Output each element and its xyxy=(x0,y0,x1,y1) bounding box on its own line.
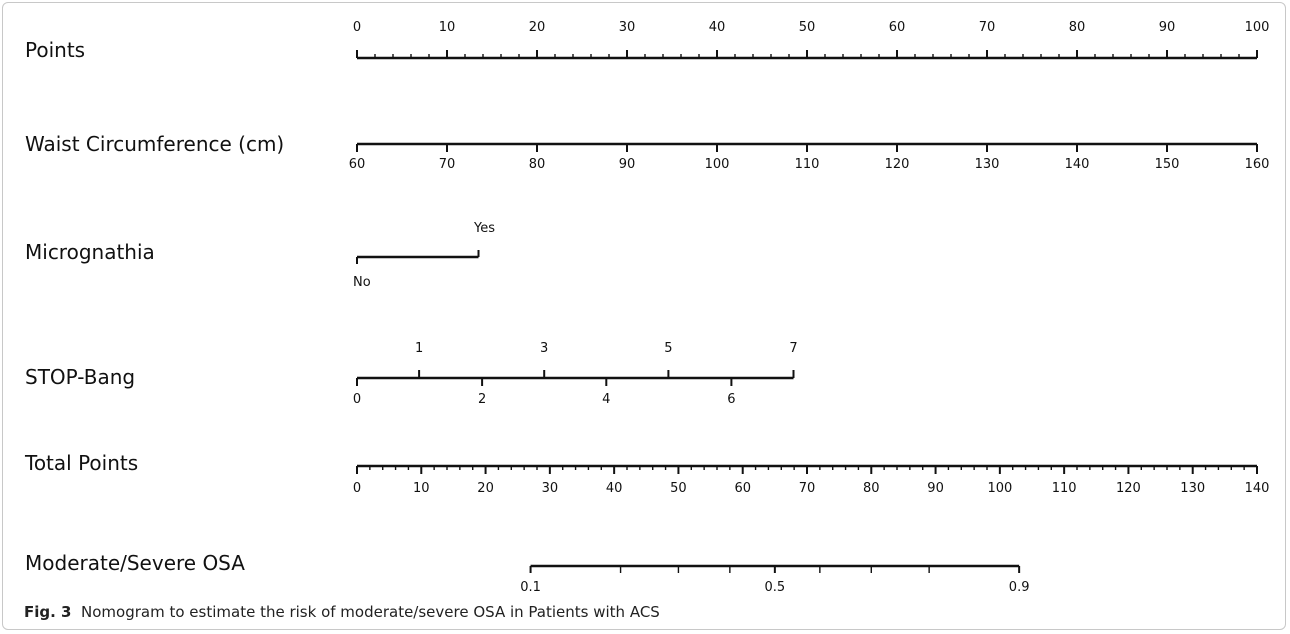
points-tick-label-40: 40 xyxy=(709,20,726,35)
points-tick-label-50: 50 xyxy=(799,20,816,35)
waist-tick-label-160: 160 xyxy=(1245,157,1270,172)
total-tick-label-30: 30 xyxy=(542,481,559,496)
points-tick-label-0: 0 xyxy=(353,20,361,35)
stopbang-tick-label-2: 2 xyxy=(478,392,486,407)
total-tick-label-110: 110 xyxy=(1052,481,1077,496)
points-tick-label-80: 80 xyxy=(1069,20,1086,35)
stopbang-row-label: STOP-Bang xyxy=(25,365,135,389)
waist-tick-label-100: 100 xyxy=(705,157,730,172)
points-tick-label-30: 30 xyxy=(619,20,636,35)
waist-tick-label-150: 150 xyxy=(1155,157,1180,172)
waist-tick-label-130: 130 xyxy=(975,157,1000,172)
total-tick-label-0: 0 xyxy=(353,481,361,496)
total-tick-label-100: 100 xyxy=(987,481,1012,496)
caption-text: Nomogram to estimate the risk of moderat… xyxy=(81,603,660,621)
total-tick-label-130: 130 xyxy=(1180,481,1205,496)
total-tick-label-10: 10 xyxy=(413,481,430,496)
figure-caption: Fig. 3 Nomogram to estimate the risk of … xyxy=(24,603,660,621)
micrognathia-row-label: Micrognathia xyxy=(25,240,155,264)
waist-tick-label-140: 140 xyxy=(1065,157,1090,172)
risk-row-label: Moderate/Severe OSA xyxy=(25,551,245,575)
waist-tick-label-120: 120 xyxy=(885,157,910,172)
waist-tick-label-80: 80 xyxy=(529,157,546,172)
points-tick-label-90: 90 xyxy=(1159,20,1176,35)
stopbang-tick-label-0: 0 xyxy=(353,392,361,407)
total-row-label: Total Points xyxy=(24,451,138,475)
micrognathia-label-no: No xyxy=(353,275,371,290)
caption-label: Fig. 3 xyxy=(24,603,72,621)
stopbang-tick-label-5: 5 xyxy=(664,341,672,356)
points-tick-label-10: 10 xyxy=(439,20,456,35)
waist-tick-label-90: 90 xyxy=(619,157,636,172)
waist-row-label: Waist Circumference (cm) xyxy=(25,132,284,156)
micrognathia-label-yes: Yes xyxy=(473,221,495,236)
waist-tick-label-60: 60 xyxy=(349,157,366,172)
risk-tick-label-0.1: 0.1 xyxy=(520,580,541,595)
waist-tick-label-70: 70 xyxy=(439,157,456,172)
stopbang-tick-label-1: 1 xyxy=(415,341,423,356)
total-tick-label-90: 90 xyxy=(927,481,944,496)
total-tick-label-70: 70 xyxy=(799,481,816,496)
risk-tick-label-0.5: 0.5 xyxy=(765,580,786,595)
total-tick-label-50: 50 xyxy=(670,481,687,496)
total-tick-label-80: 80 xyxy=(863,481,880,496)
points-tick-label-20: 20 xyxy=(529,20,546,35)
points-tick-label-60: 60 xyxy=(889,20,906,35)
risk-tick-label-0.9: 0.9 xyxy=(1009,580,1030,595)
waist-tick-label-110: 110 xyxy=(795,157,820,172)
stopbang-tick-label-6: 6 xyxy=(727,392,735,407)
total-tick-label-60: 60 xyxy=(734,481,751,496)
stopbang-tick-label-3: 3 xyxy=(540,341,548,356)
points-tick-label-70: 70 xyxy=(979,20,996,35)
total-tick-label-120: 120 xyxy=(1116,481,1141,496)
total-tick-label-20: 20 xyxy=(477,481,494,496)
total-tick-label-40: 40 xyxy=(606,481,623,496)
total-tick-label-140: 140 xyxy=(1245,481,1270,496)
stopbang-tick-label-4: 4 xyxy=(602,392,610,407)
points-tick-label-100: 100 xyxy=(1245,20,1270,35)
stopbang-tick-label-7: 7 xyxy=(789,341,797,356)
points-row-label: Points xyxy=(25,38,85,62)
